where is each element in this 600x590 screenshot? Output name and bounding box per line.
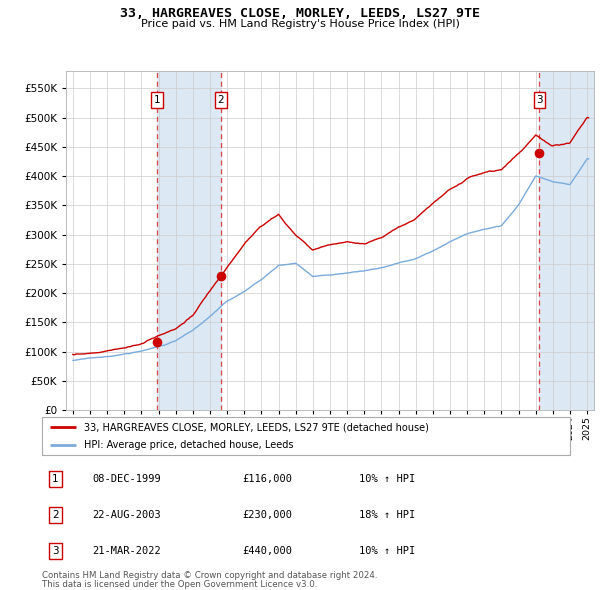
Text: 1: 1 [52,474,59,484]
Bar [157,71,221,410]
Text: 18% ↑ HPI: 18% ↑ HPI [359,510,415,520]
Bar [539,71,594,410]
Text: 22-AUG-2003: 22-AUG-2003 [92,510,161,520]
Text: 1: 1 [154,95,161,105]
Text: £230,000: £230,000 [242,510,293,520]
Text: Contains HM Land Registry data © Crown copyright and database right 2024.: Contains HM Land Registry data © Crown c… [42,571,377,580]
Text: £440,000: £440,000 [242,546,293,556]
Text: £116,000: £116,000 [242,474,293,484]
Text: 33, HARGREAVES CLOSE, MORLEY, LEEDS, LS27 9TE: 33, HARGREAVES CLOSE, MORLEY, LEEDS, LS2… [120,7,480,20]
Text: HPI: Average price, detached house, Leeds: HPI: Average price, detached house, Leed… [84,440,294,450]
Text: 10% ↑ HPI: 10% ↑ HPI [359,474,415,484]
Text: 3: 3 [536,95,543,105]
Text: 10% ↑ HPI: 10% ↑ HPI [359,546,415,556]
Text: 33, HARGREAVES CLOSE, MORLEY, LEEDS, LS27 9TE (detached house): 33, HARGREAVES CLOSE, MORLEY, LEEDS, LS2… [84,422,429,432]
Text: 2: 2 [218,95,224,105]
FancyBboxPatch shape [42,417,570,455]
Text: 08-DEC-1999: 08-DEC-1999 [92,474,161,484]
Text: Price paid vs. HM Land Registry's House Price Index (HPI): Price paid vs. HM Land Registry's House … [140,19,460,29]
Text: 3: 3 [52,546,59,556]
Text: This data is licensed under the Open Government Licence v3.0.: This data is licensed under the Open Gov… [42,580,317,589]
Text: 21-MAR-2022: 21-MAR-2022 [92,546,161,556]
Text: 2: 2 [52,510,59,520]
